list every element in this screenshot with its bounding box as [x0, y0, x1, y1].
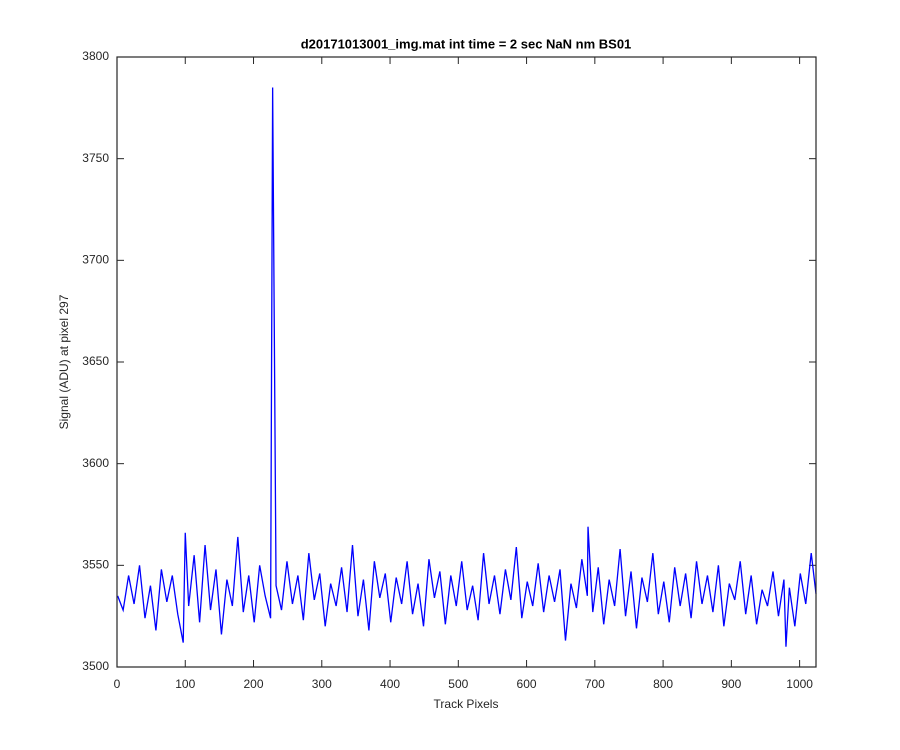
y-tick-label: 3500: [82, 659, 109, 673]
data-line: [117, 87, 817, 647]
y-tick-label: 3600: [82, 456, 109, 470]
x-tick-label: 1000: [786, 677, 813, 691]
chart-title: d20171013001_img.mat int time = 2 sec Na…: [301, 36, 632, 51]
x-tick-label: 0: [114, 677, 121, 691]
y-tick-label: 3550: [82, 558, 109, 572]
y-tick-label: 3750: [82, 151, 109, 165]
x-tick-label: 600: [517, 677, 537, 691]
x-tick-label: 100: [175, 677, 195, 691]
y-tick-label: 3800: [82, 49, 109, 63]
x-tick-label: 500: [448, 677, 468, 691]
y-axis-label: Signal (ADU) at pixel 297: [57, 294, 71, 429]
x-tick-label: 200: [244, 677, 264, 691]
plot-box: [116, 56, 817, 668]
y-tick-label: 3700: [82, 253, 109, 267]
x-tick-label: 300: [312, 677, 332, 691]
x-axis-label: Track Pixels: [434, 697, 499, 711]
x-tick-label: 800: [653, 677, 673, 691]
x-tick-label: 900: [721, 677, 741, 691]
x-tick-label: 400: [380, 677, 400, 691]
x-tick-label: 700: [585, 677, 605, 691]
y-tick-label: 3650: [82, 354, 109, 368]
